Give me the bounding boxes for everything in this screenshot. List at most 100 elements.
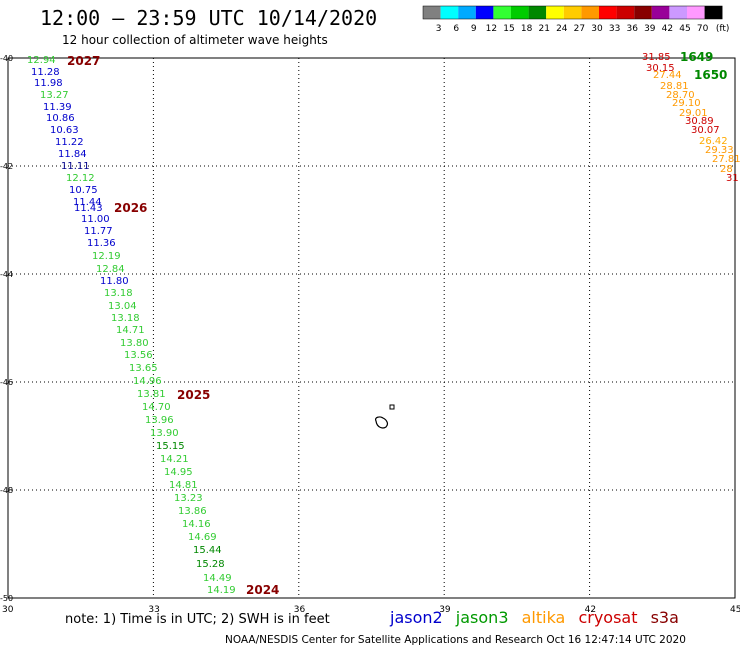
track-label-jason3: 10.75 [69, 185, 98, 196]
longitude-label: 45 [730, 605, 740, 615]
colorbar-label: 24 [556, 24, 568, 34]
colorbar-label: 70 [697, 24, 709, 34]
longitude-label: 39 [439, 605, 451, 615]
colorbar-swatch [599, 6, 617, 19]
track-label-altika: 30.89 [685, 116, 714, 127]
island-shape [389, 404, 395, 410]
track-label-jason3: 11.43 [74, 203, 103, 214]
colorbar-label: 45 [679, 24, 690, 34]
track-label-jason3: 13.18 [104, 288, 133, 299]
latitude-label: -44 [0, 270, 13, 279]
colorbar-swatch [634, 6, 652, 19]
track-label-jason3: 11.39 [43, 102, 72, 113]
track-label-jason3: 13.81 [137, 389, 166, 400]
footer-note: note: 1) Time is in UTC; 2) SWH is in fe… [65, 612, 330, 627]
colorbar-swatch [651, 6, 670, 19]
track-label-jason3: 13.65 [129, 363, 158, 374]
track-label-jason3: 11.44 [73, 197, 102, 208]
track-label-jason3: 14.81 [169, 480, 198, 491]
map-frame [7, 57, 736, 599]
track-label-altika: 29.10 [672, 98, 701, 109]
track-label-jason3: 11.98 [34, 78, 63, 89]
track-label-altika: 29.01 [679, 108, 708, 119]
track-label-jason3: 11.11 [61, 161, 90, 172]
colorbar-swatch [581, 6, 599, 19]
colorbar-swatch [440, 6, 459, 19]
time-label: 1649 [680, 50, 713, 64]
colorbar-label: 30 [591, 24, 603, 34]
colorbar-label: 27 [574, 24, 585, 34]
track-label-jason3: 12.19 [92, 251, 121, 262]
colorbar-label: 36 [626, 24, 638, 34]
legend-s3a: s3a [650, 608, 679, 627]
page-subtitle: 12 hour collection of altimeter wave hei… [62, 33, 328, 47]
track-label-jason3: 13.27 [40, 90, 69, 101]
track-label-jason3: 13.04 [108, 301, 137, 312]
track-label-jason3: 12.94 [27, 55, 56, 66]
colorbar-swatch [687, 6, 705, 19]
colorbar-label: 39 [644, 24, 656, 34]
time-label: 2026 [114, 201, 147, 215]
track-label-jason3: 13.90 [150, 428, 179, 439]
track-label-altika: 31 [726, 173, 739, 184]
legend-jason2: jason2 [390, 608, 443, 627]
colorbar-swatch [704, 6, 723, 19]
longitude-label: 36 [294, 605, 306, 615]
latitude-label: -40 [0, 54, 13, 63]
track-label-jason3: 11.28 [31, 67, 60, 78]
track-label-jason3: 12.84 [96, 264, 125, 275]
colorbar-swatch [546, 6, 564, 19]
track-label-altika: 28 [720, 164, 733, 175]
colorbar-swatch [423, 6, 441, 19]
track-label-jason3: 14.70 [142, 402, 171, 413]
colorbar-swatch [458, 6, 476, 19]
track-label-jason3: 14.69 [188, 532, 217, 543]
latitude-label: -46 [0, 378, 13, 387]
track-label-jason3: 14.95 [164, 467, 193, 478]
track-label-altika: 27.44 [653, 70, 682, 81]
colorbar-label: 15 [503, 24, 514, 34]
track-label-jason3: 11.36 [87, 238, 116, 249]
page-title: 12:00 – 23:59 UTC 10/14/2020 [40, 6, 378, 30]
colorbar-swatch [616, 6, 635, 19]
colorbar-label: 3 [436, 24, 442, 34]
footer-credit: NOAA/NESDIS Center for Satellite Applica… [225, 634, 686, 646]
track-label-altika: 31.85 [642, 52, 671, 63]
track-label-jason3: 13.56 [124, 350, 153, 361]
colorbar-label: 6 [453, 24, 459, 34]
colorbar-label: 21 [538, 24, 549, 34]
longitude-label: 30 [2, 605, 14, 615]
track-label-jason3: 11.22 [55, 137, 84, 148]
track-label-altika: 29.33 [705, 145, 734, 156]
track-label-jason3: 11.77 [84, 226, 113, 237]
colorbar-swatch [563, 6, 582, 19]
latitude-label: -42 [0, 162, 13, 171]
time-label: 2027 [67, 54, 100, 68]
satellite-legend: jason2 jason3 altika cryosat s3a [390, 608, 687, 627]
colorbar-swatch [669, 6, 687, 19]
longitude-label: 42 [585, 605, 596, 615]
track-label-altika: 26.42 [699, 136, 728, 147]
time-label: 2025 [177, 388, 210, 402]
track-label-jason3: 11.84 [58, 149, 87, 160]
track-label-altika: 27.81 [712, 154, 740, 165]
latitude-label: -48 [0, 486, 13, 495]
track-label-jason3: 14.49 [203, 573, 232, 584]
track-label-jason3: 14.16 [182, 519, 211, 530]
colorbar-frame [422, 5, 723, 20]
colorbar-swatch [493, 6, 511, 19]
legend-altika: altika [521, 608, 566, 627]
legend-jason3: jason3 [455, 608, 509, 627]
colorbar-swatch [528, 6, 547, 19]
track-label-altika: 30.07 [691, 125, 720, 136]
track-label-jason3: 13.18 [111, 313, 140, 324]
track-label-jason3: 13.23 [174, 493, 203, 504]
colorbar-label: 18 [521, 24, 533, 34]
track-label-jason3: 12.12 [66, 173, 95, 184]
colorbar-label: 42 [662, 24, 673, 34]
track-label-altika: 30.15 [646, 63, 675, 74]
track-label-jason3: 10.63 [50, 125, 79, 136]
track-label-altika: 28.81 [660, 81, 689, 92]
